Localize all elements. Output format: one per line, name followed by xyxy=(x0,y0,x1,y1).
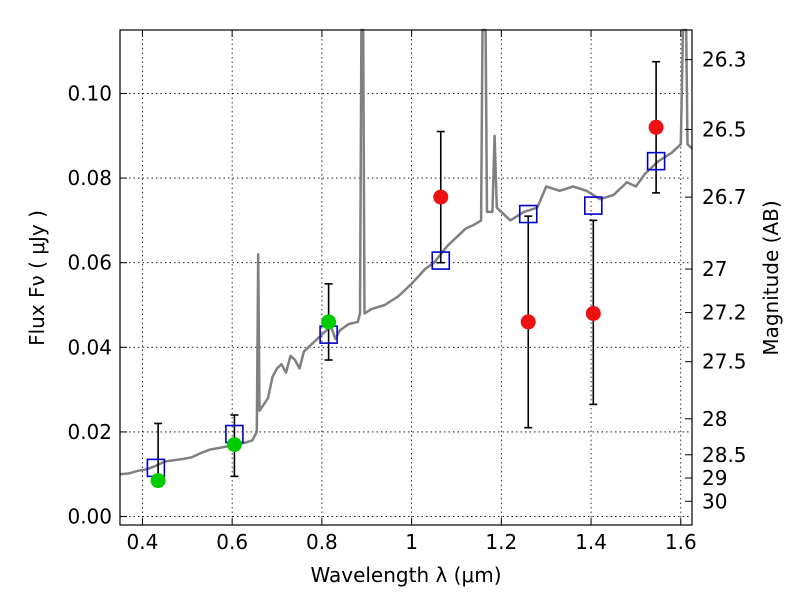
model-band-square xyxy=(431,251,451,270)
mag-tick-label: 30 xyxy=(702,489,727,513)
mag-tick-label: 26.5 xyxy=(702,117,747,141)
plot-frame xyxy=(119,29,693,526)
spectrum-line xyxy=(119,28,693,476)
y-tick-label: 0.10 xyxy=(67,81,112,105)
mag-tick-label: 28.5 xyxy=(702,443,747,467)
model-band-square xyxy=(584,196,603,215)
x-tick-label: 0.4 xyxy=(127,530,159,554)
error-bars xyxy=(154,60,661,482)
y-tick-label: 0.02 xyxy=(67,420,112,444)
y-tick-label: 0.00 xyxy=(67,505,112,529)
x-tick-label: 1.2 xyxy=(485,530,517,554)
mag-tick-label: 27.2 xyxy=(702,301,747,325)
mag-tick-label: 27 xyxy=(702,257,727,281)
measurement-point xyxy=(520,314,536,330)
observed-markers xyxy=(150,119,664,489)
model-spectrum xyxy=(119,28,693,476)
mag-tick-label: 28 xyxy=(702,407,727,431)
y-tick-label: 0.04 xyxy=(67,335,112,359)
detection-point xyxy=(150,473,166,489)
measurement-point xyxy=(585,305,601,321)
detection-point xyxy=(226,437,242,453)
y-axis-title: Flux Fν ( μJy ) xyxy=(25,210,49,346)
mag-tick-label: 26.3 xyxy=(702,48,747,72)
measurement-point xyxy=(648,119,664,135)
y-tick-label: 0.08 xyxy=(67,166,112,190)
measurement-point xyxy=(433,189,449,205)
x-axis-title: Wavelength λ (μm) xyxy=(310,563,501,587)
y2-axis-title: Magnitude (AB) xyxy=(759,200,783,355)
x-tick-label: 1.4 xyxy=(575,530,607,554)
axis-ticks xyxy=(120,30,692,525)
y-tick-label: 0.06 xyxy=(67,251,112,275)
mag-tick-label: 27.5 xyxy=(702,350,747,374)
tick-labels: 0.4 0.6 0.8 1 1.2 1.4 1.6 0.00 0.02 0.04 0.06 0.08 0… xyxy=(67,48,746,554)
x-tick-label: 0.6 xyxy=(216,530,248,554)
x-tick-label: 0.8 xyxy=(306,530,338,554)
model-band-square xyxy=(518,204,538,224)
detection-point xyxy=(321,314,337,330)
mag-tick-label: 29 xyxy=(702,466,727,490)
x-tick-label: 1 xyxy=(405,530,418,554)
grid xyxy=(120,30,692,525)
model-band-square xyxy=(646,151,666,171)
x-tick-label: 1.6 xyxy=(665,530,697,554)
mag-tick-label: 26.7 xyxy=(702,185,747,209)
